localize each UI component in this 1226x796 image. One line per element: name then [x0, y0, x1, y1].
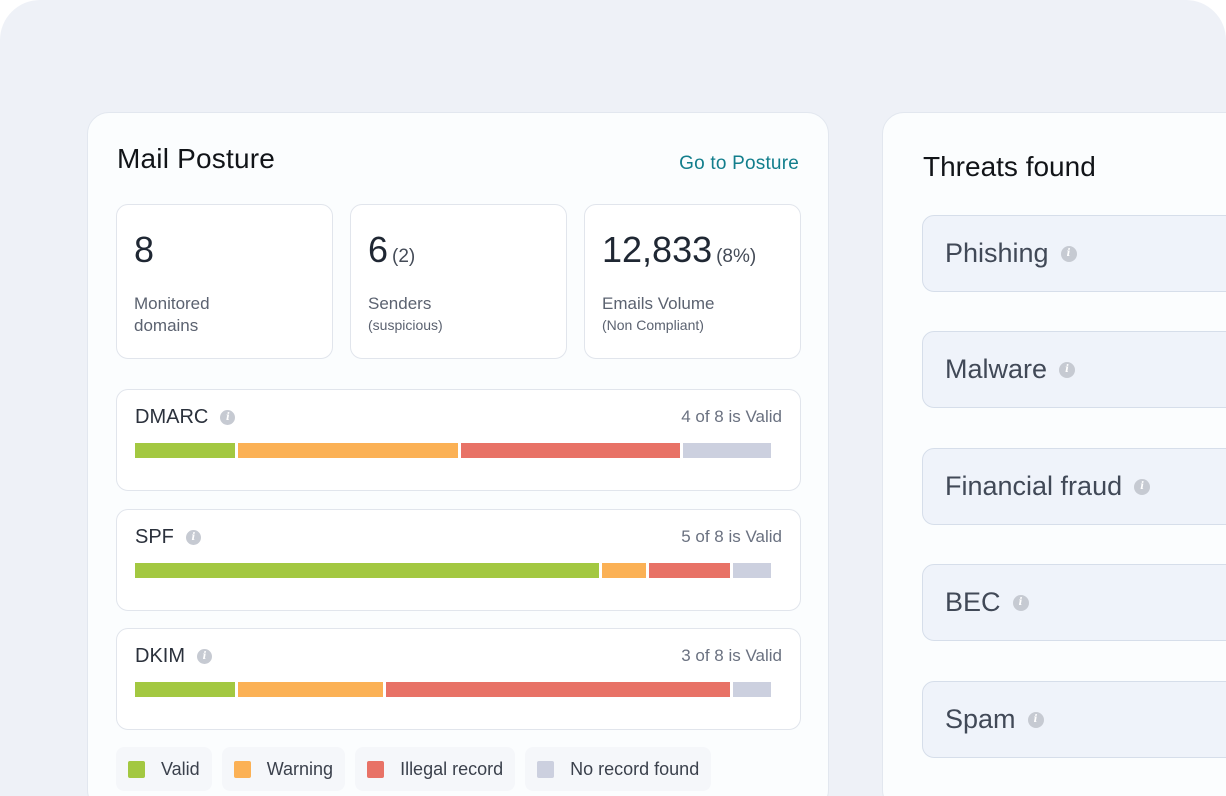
stat-label: Emails Volume (Non Compliant): [602, 294, 715, 333]
warning-segment: [601, 563, 646, 578]
valid-segment: [135, 682, 236, 697]
legend-valid: Valid: [116, 747, 212, 791]
stat-emails-volume: 12,833 (8%) Emails Volume (Non Compliant): [584, 204, 801, 359]
illegal-record-segment: [385, 682, 731, 697]
info-icon[interactable]: i: [1060, 245, 1077, 262]
no-record-segment: [733, 682, 771, 697]
info-icon[interactable]: i: [1012, 594, 1029, 611]
legend-swatch: [233, 760, 251, 778]
info-icon[interactable]: i: [220, 410, 236, 425]
record-valid-count: 5 of 8 is Valid: [681, 527, 782, 546]
legend-no-record-found: No record found: [525, 747, 712, 791]
threat-malware[interactable]: Malware i: [922, 331, 1226, 408]
record-name: SPF i: [135, 526, 201, 549]
dkim-record-card: DKIM i 3 of 8 is Valid: [116, 628, 801, 730]
spf-status-bar: [135, 563, 772, 578]
illegal-record-segment: [460, 443, 681, 458]
legend-swatch: [367, 760, 385, 778]
legend-swatch: [128, 760, 145, 778]
threat-spam[interactable]: Spam i: [922, 681, 1226, 758]
illegal-record-segment: [648, 563, 731, 578]
record-name: DMARC i: [135, 406, 236, 429]
info-icon[interactable]: i: [197, 649, 212, 664]
record-name: DKIM i: [135, 645, 212, 668]
threats-found-title: Threats found: [923, 151, 1096, 182]
stat-value: 12,833 (8%): [602, 229, 757, 270]
info-icon[interactable]: i: [1027, 711, 1044, 728]
info-icon[interactable]: i: [1059, 361, 1076, 378]
threat-financial-fraud[interactable]: Financial fraud i: [922, 448, 1226, 525]
legend-illegal-record: Illegal record: [355, 747, 516, 791]
mail-posture-card: Mail Posture Go to Posture 8 Monitored d…: [87, 112, 829, 796]
stat-label: Senders (suspicious): [368, 294, 443, 333]
spf-record-card: SPF i 5 of 8 is Valid: [116, 509, 801, 611]
legend-warning: Warning: [221, 747, 346, 791]
mail-posture-title: Mail Posture: [117, 143, 276, 174]
stat-value: 6 (2): [368, 229, 416, 270]
record-valid-count: 3 of 8 is Valid: [681, 646, 782, 665]
threat-phishing[interactable]: Phishing i: [922, 215, 1226, 292]
dkim-status-bar: [135, 682, 771, 697]
info-icon[interactable]: i: [185, 530, 201, 545]
stat-senders: 6 (2) Senders (suspicious): [350, 204, 567, 359]
stat-value: 8: [134, 229, 155, 270]
stat-monitored-domains: 8 Monitored domains: [116, 204, 333, 359]
warning-segment: [238, 443, 458, 458]
dmarc-status-bar: [135, 443, 771, 458]
no-record-segment: [733, 563, 772, 578]
info-icon[interactable]: i: [1134, 478, 1151, 495]
go-to-posture-link[interactable]: Go to Posture: [679, 153, 799, 174]
valid-segment: [135, 443, 236, 458]
valid-segment: [135, 563, 599, 578]
stat-label: Monitored domains: [134, 294, 210, 335]
warning-segment: [238, 682, 383, 697]
record-valid-count: 4 of 8 is Valid: [681, 407, 782, 426]
status-legend: Valid Warning Illegal record No record f…: [116, 747, 712, 791]
threats-found-card: Threats found Phishing i Malware i Finan…: [882, 112, 1226, 796]
legend-swatch: [537, 760, 555, 778]
dmarc-record-card: DMARC i 4 of 8 is Valid: [116, 389, 801, 491]
threat-bec[interactable]: BEC i: [922, 564, 1226, 641]
no-record-segment: [683, 443, 771, 458]
